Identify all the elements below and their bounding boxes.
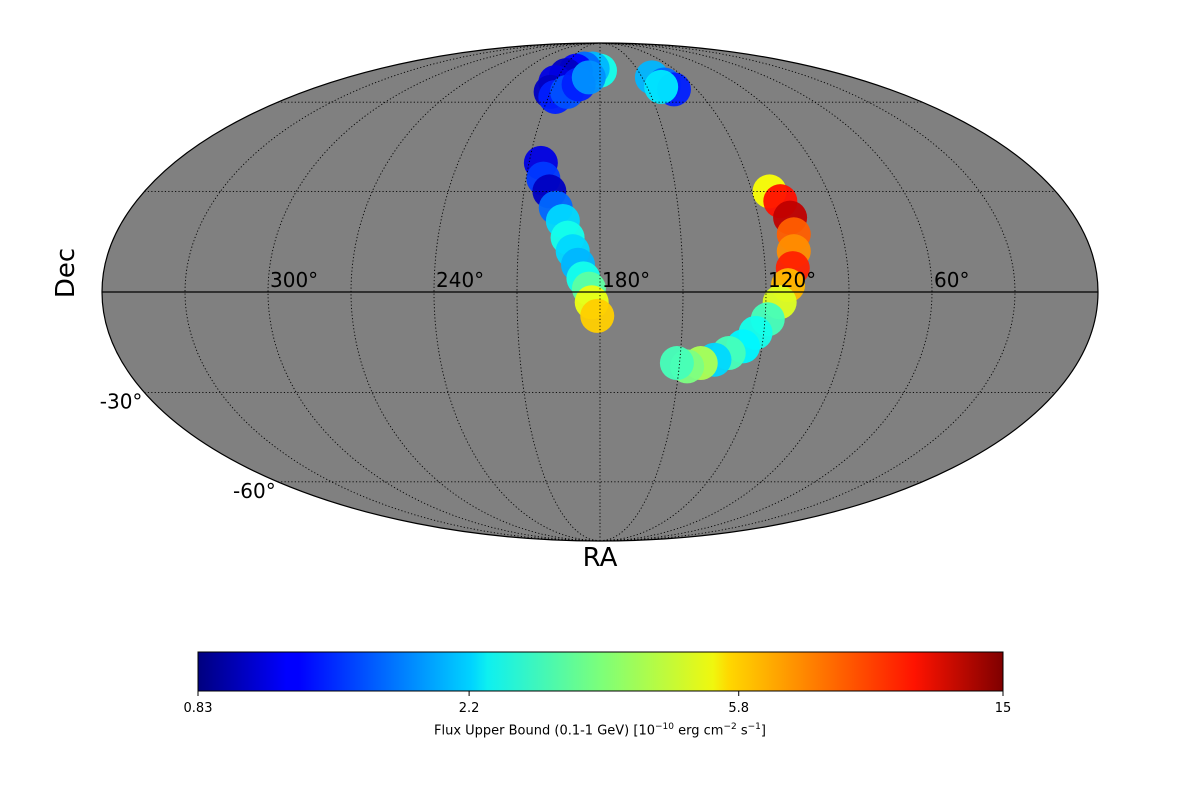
y-axis-label: Dec (51, 248, 81, 298)
colorbar-tick-label: 2.2 (459, 701, 480, 716)
colorbar-label-part: erg cm (674, 723, 724, 739)
colorbar-tick-label: 15 (995, 701, 1012, 716)
ra-tick-labels: 300° 240° 180° 120° 60° (270, 268, 969, 292)
colorbar-label-exp: −2 (723, 722, 737, 732)
colorbar-label: Flux Upper Bound (0.1-1 GeV) [10−10 erg … (0, 722, 1200, 738)
dec-tick-label: -60° (233, 479, 276, 503)
ra-tick-label: 300° (270, 268, 318, 292)
colorbar-label-part: ] (760, 723, 766, 739)
colorbar-ticks: 0.83 2.2 5.8 15 (184, 691, 1012, 716)
colorbar-label-exp: −10 (655, 722, 674, 732)
colorbar-label-exp: −1 (747, 722, 761, 732)
ra-tick-label: 240° (436, 268, 484, 292)
region-north-cap-left (533, 51, 617, 114)
flux-pixel (571, 60, 606, 95)
colorbar-tick-label: 5.8 (728, 701, 749, 716)
flux-pixel (580, 298, 615, 333)
flux-regions (523, 51, 811, 384)
flux-pixel (659, 346, 694, 381)
ra-tick-label: 120° (768, 268, 816, 292)
ra-tick-label: 60° (934, 268, 969, 292)
meridian-line (599, 42, 767, 542)
meridian-line (516, 42, 601, 542)
meridian-line (599, 42, 684, 542)
dec-tick-label: -30° (100, 390, 143, 414)
x-axis-label: RA (583, 543, 618, 573)
colorbar-label-part: s (736, 723, 748, 739)
colorbar-gradient (197, 651, 1004, 692)
dec-tick-labels: -30° -60° (100, 390, 276, 503)
colorbar-label-part: Flux Upper Bound (0.1-1 GeV) [10 (433, 723, 655, 739)
colorbar: 0.83 2.2 5.8 15 (184, 651, 1012, 716)
region-right-arc (659, 174, 811, 384)
flux-pixel (644, 69, 679, 104)
region-north-cap-right (634, 60, 691, 107)
colorbar-tick-label: 0.83 (184, 701, 213, 716)
ra-tick-label: 180° (602, 268, 650, 292)
mollweide-map: 300° 240° 180° 120° 60° -30° -60° (100, 42, 1099, 542)
map-outline (101, 42, 1099, 542)
